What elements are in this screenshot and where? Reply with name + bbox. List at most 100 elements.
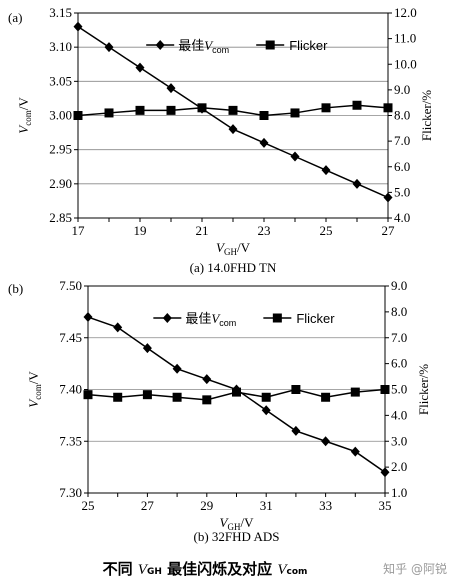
data-point-flicker (172, 392, 182, 402)
y-left-tick-label: 7.40 (59, 382, 82, 397)
legend-marker-flicker (265, 40, 275, 50)
y-left-tick-label: 3.05 (49, 73, 72, 88)
y-right-tick-label: 5.0 (391, 382, 407, 397)
x-tick-label: 23 (258, 223, 271, 238)
y-right-tick-label: 7.0 (391, 330, 407, 345)
data-point-vcom (83, 312, 93, 323)
data-point-flicker (228, 105, 238, 115)
data-point-flicker (259, 111, 269, 120)
chart-panel-a: 2.85 2.90 2.95 3.00 3.05 3.10 3.15 4.0 5.0 6.0 7.0… (8, 5, 434, 275)
y-right-axis-title: Flicker/% (419, 90, 434, 141)
x-tick-label: 35 (379, 498, 392, 513)
data-point-flicker (197, 103, 207, 113)
y-right-tick-label: 9.0 (394, 82, 410, 97)
data-point-vcom (228, 124, 238, 135)
panel-caption: (a) 14.0FHD TN (190, 260, 277, 275)
data-point-vcom (259, 137, 269, 148)
panel-label: (b) (8, 281, 23, 296)
data-point-flicker (261, 392, 271, 402)
data-point-vcom (350, 446, 360, 457)
x-axis-title: VGH/V (220, 515, 255, 532)
legend-label-vcom: 最佳Vcom (185, 311, 236, 328)
legend-label-flicker: Flicker (289, 38, 328, 53)
y-right-tick-label: 7.0 (394, 133, 410, 148)
y-left-tick-label: 7.35 (59, 433, 82, 448)
y-right-tick-label: 11.0 (394, 31, 416, 46)
y-left-tick-label: 3.10 (49, 39, 72, 54)
data-point-flicker (104, 108, 114, 118)
y-right-tick-label: 10.0 (394, 56, 417, 71)
x-tick-label: 19 (134, 223, 147, 238)
panel-caption: (b) 32FHD ADS (194, 529, 280, 544)
data-point-flicker (383, 103, 393, 113)
x-tick-label: 25 (82, 498, 95, 513)
y-left-tick-label: 7.45 (59, 330, 82, 345)
data-point-vcom (352, 178, 362, 189)
data-point-flicker (142, 390, 152, 400)
y-right-tick-label: 9.0 (391, 278, 407, 293)
y-left-tick-label: 7.30 (59, 485, 82, 500)
data-point-flicker (321, 392, 331, 402)
legend-marker-vcom (162, 313, 172, 323)
y-left-axis-title: Vcom/V (16, 97, 33, 134)
x-tick-label: 31 (260, 498, 273, 513)
data-point-flicker (113, 392, 123, 402)
y-right-tick-label: 3.0 (391, 433, 407, 448)
data-point-flicker (135, 105, 145, 115)
legend-marker-vcom (155, 40, 165, 50)
panel-label: (a) (8, 10, 22, 25)
x-tick-label: 29 (200, 498, 213, 513)
data-point-vcom (261, 405, 271, 416)
data-point-flicker (202, 395, 212, 405)
y-right-tick-label: 6.0 (391, 356, 407, 371)
x-tick-label: 25 (320, 223, 333, 238)
data-point-vcom (321, 165, 331, 176)
x-tick-label: 27 (382, 223, 396, 238)
y-left-tick-label: 7.50 (59, 278, 82, 293)
data-point-vcom (135, 62, 145, 73)
data-point-vcom (104, 42, 114, 53)
y-left-tick-label: 3.00 (49, 108, 72, 123)
data-point-vcom (290, 151, 300, 162)
y-left-tick-label: 2.90 (49, 176, 72, 191)
x-tick-label: 27 (141, 498, 155, 513)
x-tick-label: 33 (319, 498, 332, 513)
data-point-flicker (290, 108, 300, 118)
y-right-tick-label: 6.0 (394, 159, 410, 174)
x-axis-title: VGH/V (216, 240, 251, 257)
data-point-flicker (291, 385, 301, 394)
y-right-tick-label: 4.0 (391, 407, 407, 422)
y-right-tick-label: 5.0 (394, 184, 410, 199)
data-point-flicker (350, 387, 360, 397)
y-left-axis-title: Vcom/V (26, 371, 43, 408)
y-left-tick-label: 3.15 (49, 5, 72, 20)
data-point-vcom (172, 363, 182, 374)
data-point-vcom (321, 436, 331, 447)
data-point-flicker (232, 387, 241, 397)
chart-panel-b: 7.30 7.35 7.40 7.45 7.50 1.0 2.0 3.0 4.0 5.0 6.0 7.… (8, 278, 431, 544)
figure-footer: 不同 VGH 最佳闪烁及对应 Vcom 知乎 @阿锐 (0, 556, 455, 582)
legend-label-vcom: 最佳Vcom (178, 38, 229, 55)
data-point-vcom (291, 425, 301, 436)
data-point-flicker (321, 103, 331, 113)
y-right-tick-label: 12.0 (394, 5, 417, 20)
y-right-tick-label: 8.0 (394, 108, 410, 123)
data-point-vcom (202, 374, 212, 385)
y-left-tick-label: 2.85 (49, 210, 72, 225)
data-point-flicker (83, 390, 93, 400)
figure-caption: 不同 VGH 最佳闪烁及对应 Vcom (102, 560, 308, 578)
legend-label-flicker: Flicker (296, 311, 335, 326)
y-right-tick-label: 1.0 (391, 485, 407, 500)
data-point-vcom (142, 343, 152, 354)
data-point-vcom (380, 467, 390, 478)
data-point-vcom (113, 322, 123, 333)
data-point-flicker (352, 100, 362, 110)
x-tick-label: 21 (196, 223, 209, 238)
y-right-tick-label: 2.0 (391, 459, 407, 474)
y-right-axis-title: Flicker/% (416, 364, 431, 415)
watermark-text: 知乎 @阿锐 (383, 562, 447, 576)
x-tick-label: 17 (72, 223, 86, 238)
y-right-tick-label: 4.0 (394, 210, 410, 225)
data-point-vcom (383, 192, 393, 203)
